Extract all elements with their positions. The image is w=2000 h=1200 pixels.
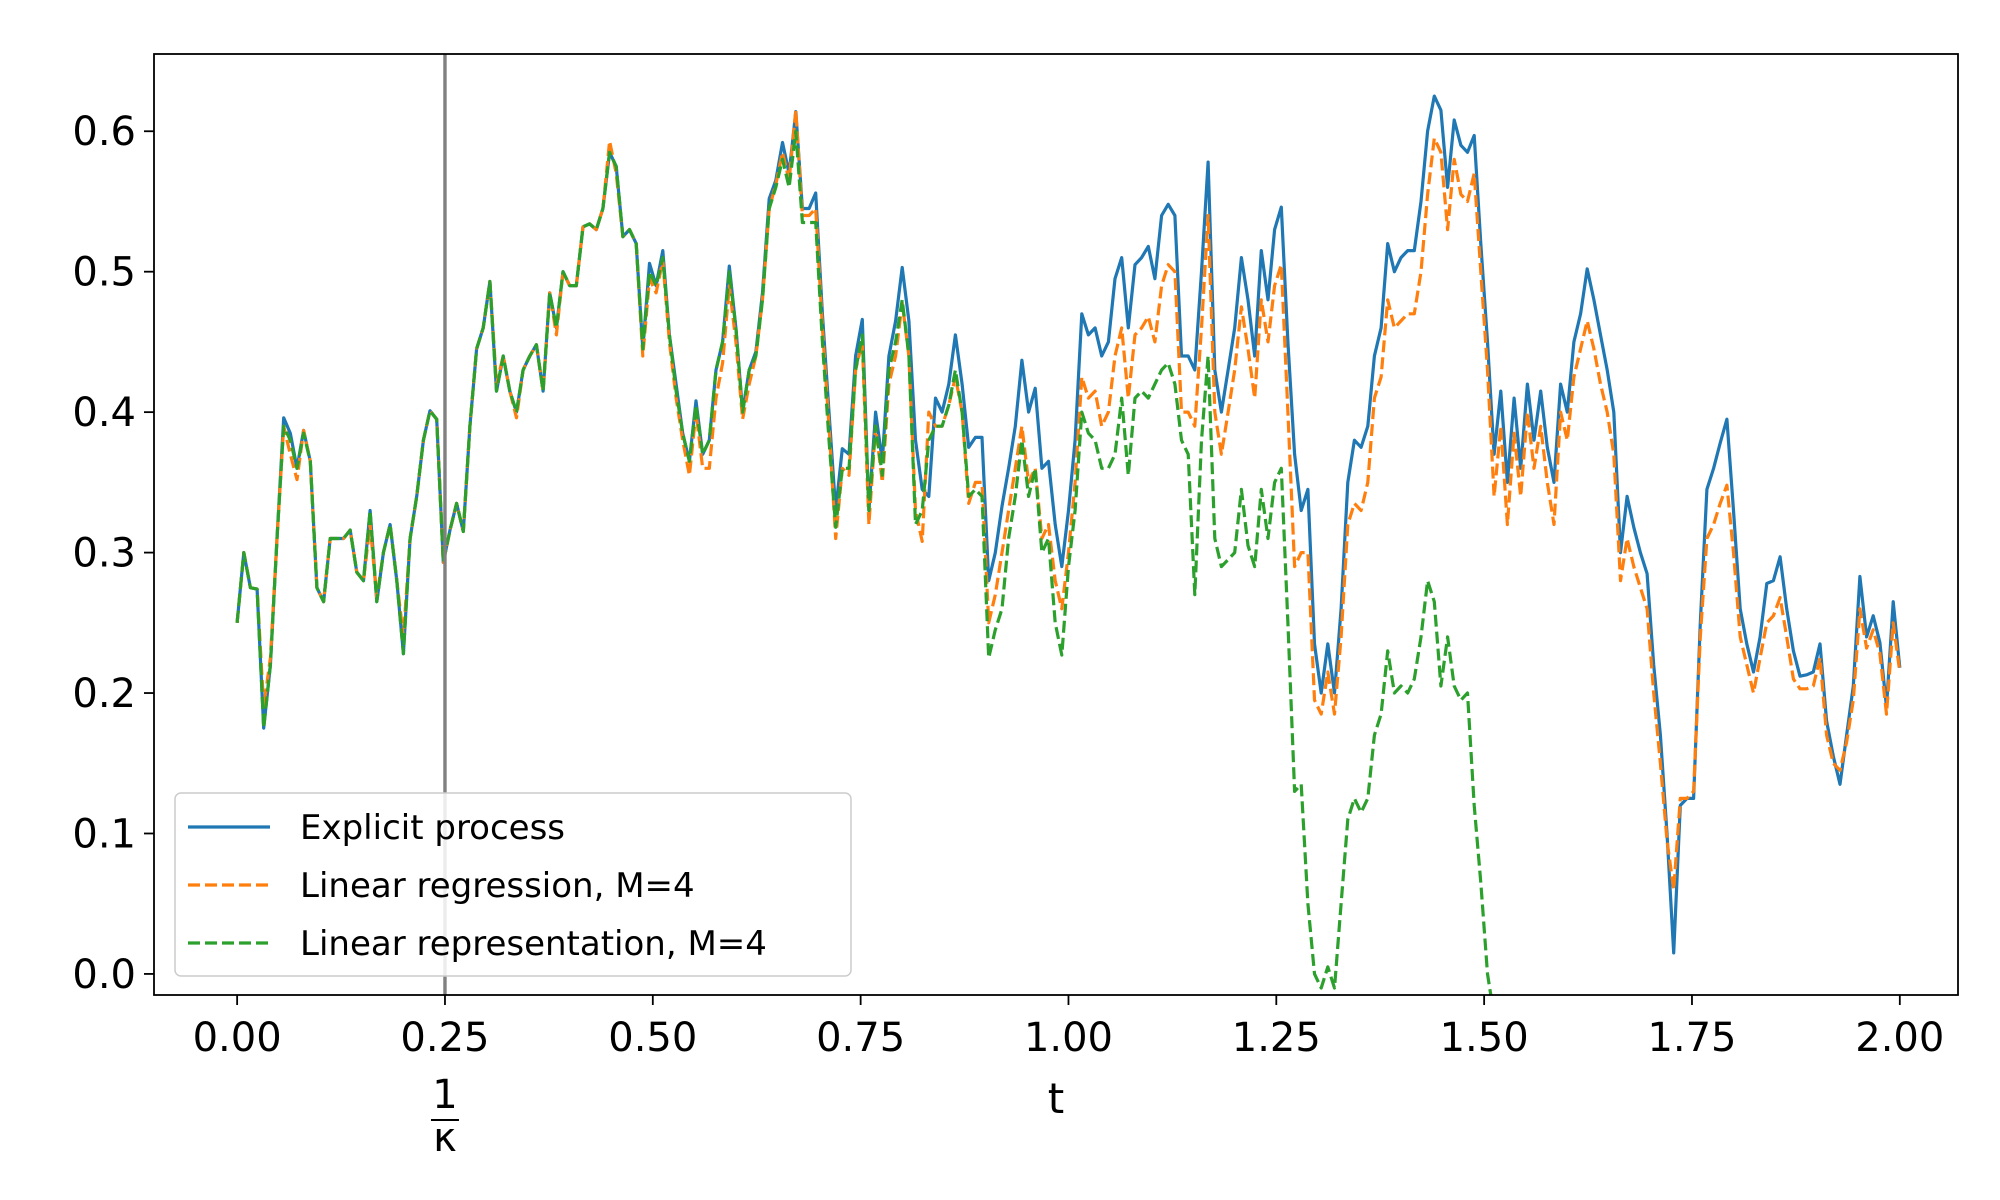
x-axis-label: t [1048,1074,1064,1123]
x-tick-label: 0.50 [608,1015,697,1061]
legend-box [174,792,852,977]
series-line-1 [235,108,1902,892]
series-line-2 [235,129,1493,995]
y-tick-label: 0.3 [72,531,136,577]
legend-label-0: Explicit process [300,808,565,848]
y-tick-label: 0.5 [72,250,136,296]
vline-label-numerator: 1 [432,1072,457,1118]
y-tick-label: 0.2 [72,671,136,717]
x-tick-label: 1.75 [1647,1015,1736,1061]
y-tick-label: 0.6 [72,109,136,155]
y-tick-label: 0.1 [72,811,136,857]
plot-frame [153,53,1959,996]
legend-label-2: Linear representation, M=4 [300,924,767,964]
series-layer [235,94,1902,995]
x-tick-label: 0.25 [400,1015,489,1061]
ticks-layer: 0.00 0.25 0.50 0.75 1.00 1.25 1.50 1.75 2.00 0.0 0… [72,109,1944,1061]
y-tick-label: 0.4 [72,390,136,436]
x-tick-label: 2.00 [1855,1015,1944,1061]
x-tick-label: 1.50 [1440,1015,1529,1061]
x-tick-label: 1.25 [1232,1015,1321,1061]
x-tick-label: 0.00 [193,1015,282,1061]
x-tick-label: 0.75 [816,1015,905,1061]
y-tick-label: 0.0 [72,952,136,998]
legend: Explicit process Linear regression, M=4 Li… [174,792,852,977]
vline-label-denominator: κ [433,1115,457,1161]
x-tick-label: 1.00 [1024,1015,1113,1061]
legend-label-1: Linear regression, M=4 [300,866,695,906]
